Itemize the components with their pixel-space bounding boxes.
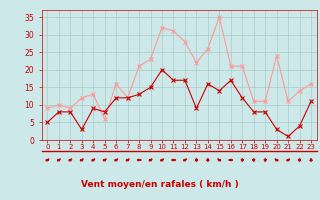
Text: Vent moyen/en rafales ( km/h ): Vent moyen/en rafales ( km/h ) bbox=[81, 180, 239, 189]
